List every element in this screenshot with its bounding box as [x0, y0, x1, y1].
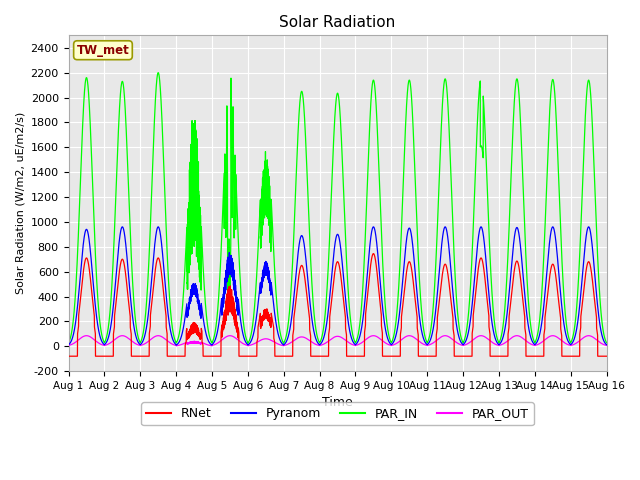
X-axis label: Time: Time — [322, 396, 353, 409]
Text: TW_met: TW_met — [77, 44, 129, 57]
Legend: RNet, Pyranom, PAR_IN, PAR_OUT: RNet, Pyranom, PAR_IN, PAR_OUT — [141, 402, 534, 425]
Title: Solar Radiation: Solar Radiation — [280, 15, 396, 30]
Y-axis label: Solar Radiation (W/m2, uE/m2/s): Solar Radiation (W/m2, uE/m2/s) — [15, 112, 25, 294]
